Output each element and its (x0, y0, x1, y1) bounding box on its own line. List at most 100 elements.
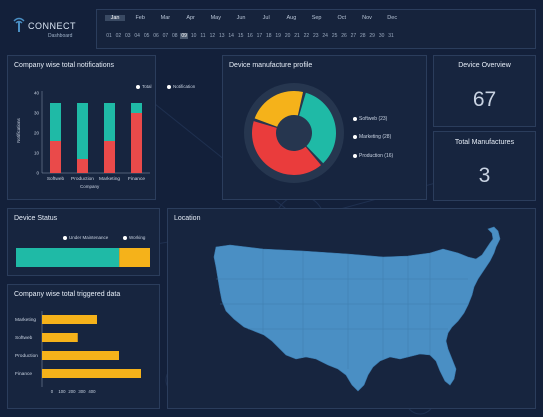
x-tick-label: 200 (68, 389, 76, 394)
notifications-panel: Company wise total notifications Total N… (7, 55, 195, 200)
day-16[interactable]: 16 (247, 33, 253, 39)
total-manufactures-value: 3 (478, 164, 491, 187)
day-12[interactable]: 12 (209, 33, 216, 39)
legend-under-maintenance[interactable]: Under Maintenance (63, 235, 108, 240)
month-sep[interactable]: Sep (311, 15, 322, 21)
day-09[interactable]: 09 (180, 33, 189, 39)
day-04[interactable]: 04 (134, 33, 140, 39)
status-bar-under-maintenance[interactable] (16, 248, 120, 267)
day-17[interactable]: 17 (256, 33, 263, 39)
legend-total[interactable]: Total (136, 84, 152, 89)
legend-dot-icon (136, 84, 140, 89)
location-title: Location (174, 215, 201, 222)
logo-subtitle: Dashboard (48, 33, 73, 39)
month-aug[interactable]: Aug (286, 15, 297, 21)
bar-marketing-total[interactable] (104, 103, 115, 141)
bar-softweb-notification[interactable] (50, 141, 61, 173)
day-21[interactable]: 21 (294, 33, 300, 39)
day-29[interactable]: 29 (369, 33, 375, 39)
day-22[interactable]: 22 (303, 33, 310, 39)
device-profile-donut (244, 83, 344, 183)
date-filter (96, 9, 536, 49)
month-apr[interactable]: Apr (186, 15, 195, 21)
day-07[interactable]: 07 (162, 33, 169, 39)
month-feb[interactable]: Feb (135, 15, 145, 21)
device-overview-panel: Device Overview 67 (433, 55, 536, 127)
month-jan[interactable]: Jan (105, 15, 125, 21)
status-bar-working[interactable] (119, 248, 150, 267)
legend-dot-icon (353, 116, 357, 121)
donut-slice-production[interactable] (254, 91, 304, 127)
day-25[interactable]: 25 (331, 33, 338, 39)
day-06[interactable]: 06 (153, 33, 159, 39)
trigger-bar-production[interactable] (42, 351, 119, 360)
device-profile-panel: Device manufacture profile Softweb (23) … (222, 55, 427, 200)
legend-dot-icon (123, 235, 127, 240)
day-02[interactable]: 02 (115, 33, 122, 39)
legend-marketing[interactable]: Marketing (28) (353, 134, 391, 140)
usa-map[interactable] (168, 209, 537, 410)
device-status-panel: Device Status Under Maintenance Working (7, 208, 160, 276)
bar-softweb-total[interactable] (50, 103, 61, 141)
trigger-bar-softweb[interactable] (42, 333, 78, 342)
device-overview-title: Device Overview (458, 62, 511, 69)
notifications-ylabel: Notifications (15, 118, 21, 143)
device-overview-value: 67 (472, 88, 497, 111)
day-03[interactable]: 03 (125, 33, 131, 39)
wifi-logo-icon (13, 17, 25, 32)
y-tick-label: Marketing (15, 317, 36, 323)
bar-production-total[interactable] (77, 103, 88, 159)
day-20[interactable]: 20 (284, 33, 291, 39)
month-mar[interactable]: Mar (160, 15, 171, 21)
y-tick-label: Production (15, 353, 38, 359)
trigger-bar-marketing[interactable] (42, 315, 97, 324)
x-tick-label: 300 (78, 389, 86, 394)
day-10[interactable]: 10 (190, 33, 197, 39)
trigger-bar-finance[interactable] (42, 369, 141, 378)
day-05[interactable]: 05 (143, 33, 150, 39)
y-tick-label: 30 (34, 111, 40, 116)
legend-notification[interactable]: Notification (167, 84, 195, 89)
usa-mainland[interactable] (213, 226, 501, 392)
day-11[interactable]: 11 (200, 33, 206, 39)
day-27[interactable]: 27 (350, 33, 357, 39)
total-manufactures-title: Total Manufactures (454, 139, 515, 146)
day-13[interactable]: 13 (219, 33, 225, 39)
day-31[interactable]: 31 (388, 33, 394, 39)
bar-marketing-notification[interactable] (104, 141, 115, 173)
day-24[interactable]: 24 (322, 33, 328, 39)
day-18[interactable]: 18 (266, 33, 272, 39)
month-nov[interactable]: Nov (362, 15, 372, 21)
day-14[interactable]: 14 (228, 33, 234, 39)
y-tick-label: 40 (34, 91, 40, 96)
legend-dot-icon (63, 235, 67, 240)
day-01[interactable]: 01 (106, 33, 112, 39)
triggered-chart: Marketing Softweb Production Finance 0 100 200… (15, 311, 141, 394)
day-26[interactable]: 26 (341, 33, 347, 39)
notifications-panel-title: Company wise total notifications (14, 62, 114, 69)
month-jul[interactable]: Jul (262, 15, 270, 21)
month-oct[interactable]: Oct (337, 15, 347, 21)
month-dec[interactable]: Dec (387, 15, 398, 21)
bar-finance-notification[interactable] (131, 113, 142, 173)
legend-softweb[interactable]: Softweb (23) (353, 116, 387, 122)
month-may[interactable]: May (210, 15, 221, 21)
x-tick-label: Marketing (99, 176, 120, 182)
bar-finance-total[interactable] (131, 103, 142, 113)
donut-slice-softweb[interactable] (299, 92, 336, 164)
legend-working[interactable]: Working (123, 235, 145, 240)
y-tick-label: 20 (34, 131, 40, 136)
legend-dot-icon (167, 84, 171, 89)
day-23[interactable]: 23 (313, 33, 319, 39)
day-30[interactable]: 30 (378, 33, 385, 39)
month-jun[interactable]: Jun (236, 15, 246, 21)
bar-production-notification[interactable] (77, 159, 88, 173)
legend-production[interactable]: Production (16) (353, 153, 393, 159)
x-tick-label: Finance (128, 176, 145, 182)
app-logo[interactable]: CONNECT Dashboard (8, 8, 88, 44)
day-19[interactable]: 19 (275, 33, 281, 39)
day-15[interactable]: 15 (237, 33, 244, 39)
day-28[interactable]: 28 (360, 33, 366, 39)
day-08[interactable]: 08 (172, 33, 178, 39)
donut-slice-marketing[interactable] (252, 121, 322, 175)
